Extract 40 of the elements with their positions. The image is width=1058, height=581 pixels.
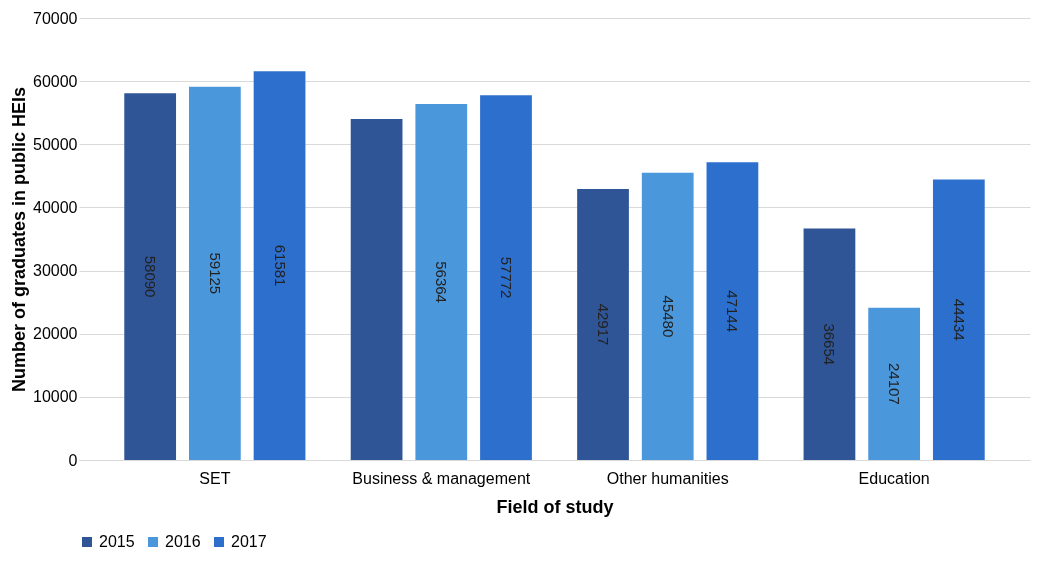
y-axis-title: Number of graduates in public HEIs: [9, 86, 30, 393]
legend-label: 2015: [99, 533, 135, 550]
data-label: 44434: [950, 298, 968, 341]
data-label: 45480: [659, 295, 677, 338]
data-label: 58090: [142, 255, 160, 298]
data-label: 24107: [886, 363, 904, 405]
x-tick-label: SET: [199, 469, 231, 487]
bar: [706, 162, 759, 460]
data-label: 59125: [206, 252, 224, 295]
y-tick-label: 0: [68, 451, 78, 469]
y-tick-label: 20000: [33, 325, 78, 343]
bar: [803, 228, 856, 460]
legend-label: 2016: [165, 533, 201, 550]
x-tick-label: Business & management: [352, 469, 531, 487]
x-tick-label: Education: [858, 469, 930, 487]
y-tick-label: 70000: [33, 9, 78, 27]
x-tick-label: Other humanities: [606, 469, 729, 487]
bar: [350, 119, 403, 460]
y-tick-label: 40000: [33, 198, 78, 216]
y-tick-label: 30000: [33, 262, 78, 280]
bar: [188, 86, 241, 460]
x-axis-title: Field of study: [496, 496, 614, 517]
bar: [641, 172, 694, 460]
bar: [932, 179, 985, 460]
bar: [577, 189, 629, 460]
bar: [480, 95, 532, 460]
bar: [124, 93, 177, 460]
data-label: 36654: [821, 323, 839, 366]
y-tick-label: 10000: [33, 388, 78, 406]
data-label: 42917: [595, 303, 613, 346]
data-label: 61581: [271, 244, 289, 287]
bar: [415, 104, 468, 460]
bar: [868, 307, 921, 460]
data-label: 47144: [724, 290, 742, 333]
bar: [253, 71, 306, 460]
legend-label: 2017: [231, 533, 267, 550]
data-label: 57772: [497, 256, 515, 299]
data-label: 56364: [433, 261, 451, 303]
y-tick-label: 60000: [33, 72, 78, 90]
y-tick-label: 50000: [33, 135, 78, 153]
